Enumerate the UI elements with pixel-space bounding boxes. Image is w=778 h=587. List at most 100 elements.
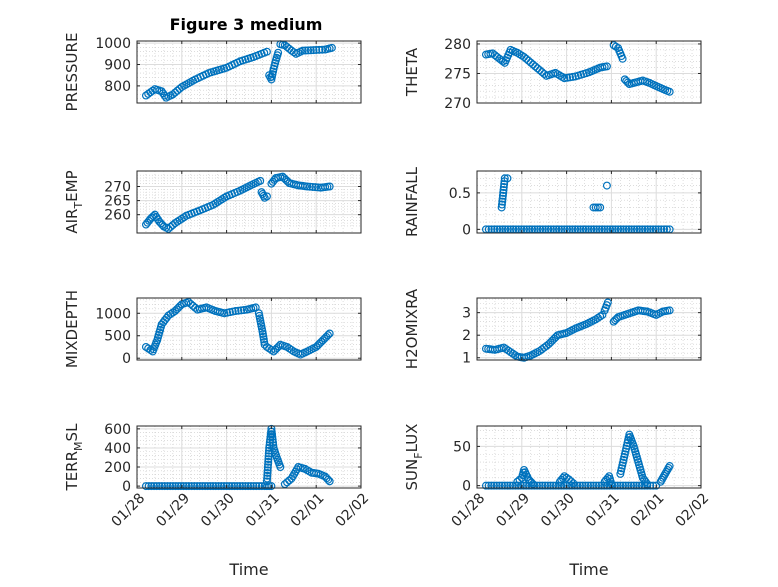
data-point — [500, 174, 509, 183]
axes-frame — [476, 40, 702, 104]
data-point — [632, 481, 641, 490]
data-point — [498, 481, 507, 490]
series-segment-4 — [600, 472, 616, 489]
series-segment-2 — [609, 41, 627, 63]
data-point — [527, 478, 536, 487]
data-point — [567, 477, 576, 486]
axes-frame — [136, 170, 362, 234]
data-point — [262, 47, 271, 56]
data-point — [557, 481, 566, 490]
data-point — [538, 481, 547, 490]
x-tick-label: 02/02 — [332, 490, 372, 530]
data-point — [576, 481, 585, 490]
y-axis-label: RAINFALL — [403, 166, 421, 237]
y-tick-label: 50 — [453, 439, 471, 455]
y-tick-label: 600 — [104, 422, 131, 438]
data-point — [573, 481, 582, 490]
series-segment-2 — [257, 188, 271, 202]
data-point — [311, 183, 320, 192]
data-point — [309, 46, 318, 55]
data-point — [244, 482, 253, 491]
data-point — [158, 482, 167, 491]
y-tick-label: 0.5 — [449, 186, 471, 202]
data-point — [160, 482, 169, 491]
y-axis-label: AIRTEMP — [63, 170, 85, 233]
data-point — [152, 482, 161, 491]
x-tick-label: 01/31 — [583, 490, 623, 530]
series-segment-3 — [280, 463, 334, 489]
data-point — [184, 482, 193, 491]
data-point — [263, 471, 272, 480]
data-point — [214, 482, 223, 491]
data-point — [287, 345, 296, 354]
data-point — [303, 182, 312, 191]
data-point — [168, 482, 177, 491]
data-point — [618, 54, 627, 63]
y-tick-label: 0 — [462, 222, 471, 238]
data-point — [551, 333, 560, 342]
data-point — [581, 481, 590, 490]
x-tick-label: 02/01 — [628, 490, 668, 530]
data-point — [239, 306, 248, 315]
data-point — [182, 482, 191, 491]
data-point — [203, 482, 212, 491]
subplot-8: 0 50 01/28 01/29 01/30 01/31 02/01 02/02 SUNFLUX… — [403, 424, 712, 579]
data-point — [602, 181, 611, 190]
x-tick-label: 01/30 — [538, 490, 578, 530]
data-point — [584, 481, 593, 490]
data-point — [593, 203, 602, 212]
data-point — [603, 298, 612, 307]
data-point — [304, 46, 313, 55]
data-point — [629, 481, 638, 490]
y-tick-label: 900 — [104, 58, 131, 74]
data-point — [323, 331, 332, 340]
y-tick-label: 0 — [462, 479, 471, 495]
data-point — [268, 435, 277, 444]
data-point — [179, 482, 188, 491]
data-point — [546, 481, 555, 490]
series-segment-1 — [481, 481, 661, 490]
data-point — [665, 87, 674, 96]
subplot-5: 0 500 1000 MIXDEPTH — [63, 290, 362, 368]
data-point — [506, 481, 515, 490]
data-point — [503, 481, 512, 490]
data-point — [499, 188, 508, 197]
y-tick-label: 280 — [444, 37, 471, 53]
data-point — [274, 342, 283, 351]
data-point — [263, 466, 272, 475]
figure-title: Figure 3 medium — [170, 15, 323, 34]
data-point — [621, 481, 630, 490]
data-point — [541, 481, 550, 490]
data-point — [233, 482, 242, 491]
data-point — [190, 482, 199, 491]
data-point — [503, 174, 512, 183]
data-point — [325, 477, 334, 486]
data-point — [665, 306, 674, 315]
data-point — [492, 481, 501, 490]
y-tick-label: 800 — [104, 79, 131, 95]
data-point — [543, 481, 552, 490]
axes-frame — [136, 297, 362, 361]
x-tick-label: 02/01 — [288, 490, 328, 530]
plot-area — [477, 426, 701, 488]
data-point — [578, 481, 587, 490]
data-point — [513, 477, 522, 486]
data-point — [264, 460, 273, 469]
data-point — [499, 185, 508, 194]
data-point — [592, 481, 601, 490]
x-tick-label: 01/31 — [243, 490, 283, 530]
data-point — [497, 200, 506, 209]
data-point — [635, 481, 644, 490]
data-point — [176, 482, 185, 491]
y-tick-label: 0 — [122, 479, 131, 495]
y-tick-label: 1 — [462, 351, 471, 367]
data-point — [308, 182, 317, 191]
data-point — [263, 463, 272, 472]
y-tick-label: 275 — [444, 66, 471, 82]
data-point — [315, 45, 324, 54]
subplot-7: 0 200 400 600 01/28 01/29 01/30 01/31 02/01 02/02… — [63, 422, 372, 579]
series-segment-2 — [513, 465, 537, 489]
x-axis-label: Time — [228, 560, 268, 579]
data-point — [558, 474, 567, 483]
